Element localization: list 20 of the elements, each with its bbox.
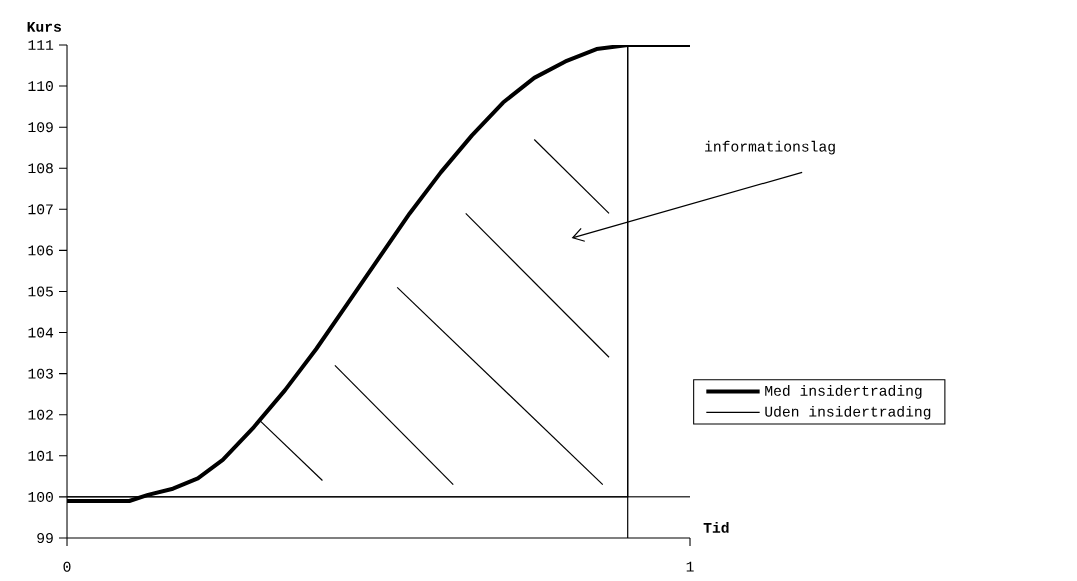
y-tick-label: 102: [28, 409, 53, 420]
y-tick-label: 99: [37, 533, 53, 543]
y-tick-label: 111: [28, 40, 54, 50]
text: informationslag: [705, 140, 835, 155]
x-tick-label: 1: [686, 561, 694, 572]
y-tick-label: 101: [28, 450, 54, 461]
y-tick-label: 104: [28, 327, 54, 338]
y-tick-label: 103: [28, 368, 53, 379]
legend-label: Med insidertrading: [765, 385, 922, 399]
y-axis-title: Kurs: [27, 22, 61, 32]
y-tick-label: 105: [28, 286, 53, 297]
y-tick-label: 110: [28, 81, 53, 92]
legend-label: Uden insidertrading: [765, 405, 931, 420]
y-tick-label: 106: [28, 245, 53, 256]
x-tick-label: 0: [63, 561, 71, 572]
y-tick-label: 100: [28, 491, 53, 502]
y-tick-label: 109: [28, 122, 53, 133]
y-tick-label: 108: [28, 163, 53, 174]
x-axis-title: Tid: [703, 522, 729, 533]
y-tick-label: 107: [28, 204, 53, 215]
